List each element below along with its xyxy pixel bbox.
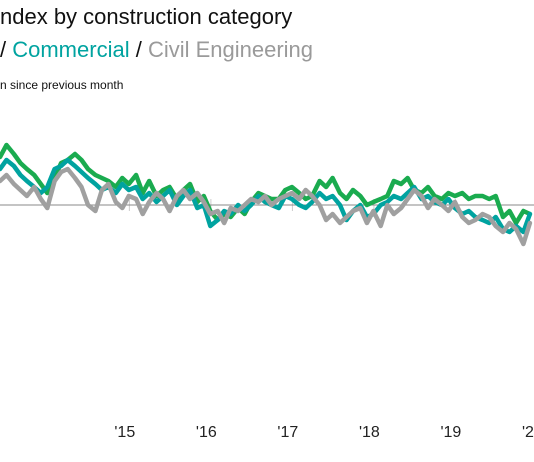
x-tick-label: '17 bbox=[277, 424, 298, 441]
x-tick-label: '19 bbox=[440, 424, 461, 441]
x-tick-label: '15 bbox=[114, 424, 135, 441]
chart-note: n since previous month bbox=[0, 78, 124, 92]
series-line-gray bbox=[0, 166, 533, 247]
subtitle-series-commercial: Commercial bbox=[12, 37, 130, 62]
chart-subtitle: / Commercial / Civil Engineering bbox=[0, 37, 313, 63]
subtitle-separator-mid: / bbox=[129, 37, 148, 62]
x-tick-label: '18 bbox=[359, 424, 380, 441]
chart-title: ndex by construction category bbox=[0, 4, 293, 29]
subtitle-series-civil-engineering: Civil Engineering bbox=[147, 37, 314, 62]
x-tick-label: '16 bbox=[196, 424, 217, 441]
subtitle-separator-left: / bbox=[0, 37, 13, 62]
x-tick-label: '2 bbox=[522, 424, 534, 441]
